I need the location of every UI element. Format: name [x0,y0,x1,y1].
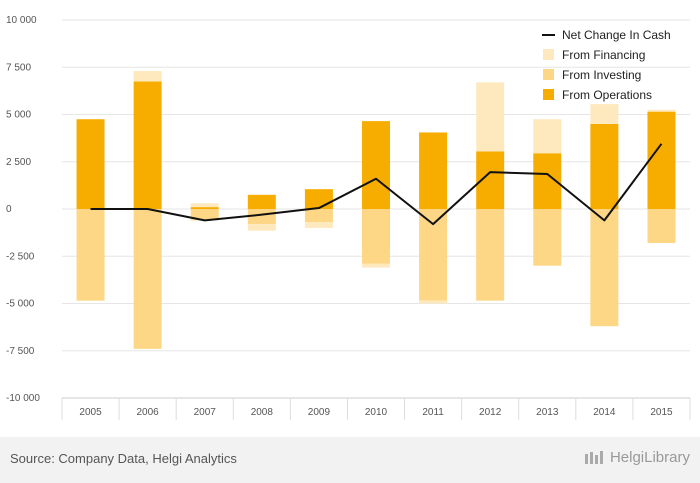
bar-from-investing[interactable] [247,209,276,225]
bar-from-financing[interactable] [247,224,276,231]
net-change-line[interactable] [90,143,663,226]
legend-label-from-financing[interactable]: From Financing [562,48,645,62]
bar-from-investing[interactable] [76,209,105,301]
y-tick-label: -10 000 [6,393,40,404]
bar-from-operations[interactable] [362,121,390,209]
x-tick-label: 2009 [308,407,331,418]
legend-label-from-operations[interactable]: From Operations [562,88,652,102]
bar-from-financing[interactable] [419,300,448,304]
bar-from-financing[interactable] [362,263,390,268]
bar-from-investing[interactable] [533,209,562,266]
bar-from-operations[interactable] [419,132,448,209]
x-tick-label: 2015 [650,407,673,418]
x-tick-label: 2006 [137,407,160,418]
legend-label-net-change-in-cash[interactable]: Net Change In Cash [562,28,671,42]
x-axis: 2005 2006 2007 2008 2009 2010 2011 2012 2013 2014… [61,397,691,420]
bar-from-investing[interactable] [419,209,448,301]
legend-swatch-from-investing[interactable] [543,69,554,80]
source-text: Source: Company Data, Helgi Analytics [10,451,237,466]
y-tick-label: -5 000 [6,299,35,310]
bar-from-operations[interactable] [247,194,276,209]
y-tick-label: 10 000 [6,15,37,26]
net-change-line-layer [90,143,663,226]
bar-from-investing[interactable] [647,209,676,244]
library-icon [584,451,603,464]
bars [76,71,676,349]
legend-swatch-from-financing[interactable] [543,49,554,60]
footer: Source: Company Data, Helgi Analytics He… [0,437,700,483]
x-tick-label: 2014 [593,407,616,418]
x-tick-label: 2007 [194,407,217,418]
bar-from-financing[interactable] [533,119,562,154]
x-tick-label: 2011 [422,407,444,418]
bar-from-investing[interactable] [590,209,619,327]
bar-from-investing[interactable] [362,209,390,264]
chart: 10 000 7 500 5 000 2 500 0 -2 500 -5 000 -7 500… [6,15,691,420]
bar-from-operations[interactable] [190,207,219,209]
bar-from-investing[interactable] [304,209,333,223]
y-tick-label: 0 [6,204,12,215]
bar-from-financing[interactable] [304,222,333,228]
bar-from-financing[interactable] [647,109,676,112]
x-tick-label: 2013 [536,407,559,418]
legend-label-from-investing[interactable]: From Investing [562,68,641,82]
bar-from-operations[interactable] [647,111,676,209]
x-tick-label: 2005 [79,407,102,418]
bar-from-financing[interactable] [190,203,219,208]
x-tick-label: 2008 [251,407,274,418]
y-tick-label: 5 000 [6,110,31,121]
brand-text: HelgiLibrary [609,449,690,466]
legend-swatch-from-operations[interactable] [543,89,554,100]
x-tick-label: 2012 [479,407,502,418]
y-tick-label: -7 500 [6,346,35,357]
bar-from-investing[interactable] [476,209,505,301]
x-tick-label: 2010 [365,407,388,418]
y-tick-label: 7 500 [6,62,31,73]
brand-logo[interactable]: HelgiLibrary [584,449,690,466]
bar-from-operations[interactable] [133,81,162,209]
y-tick-label: -2 500 [6,251,35,262]
legend: Net Change In Cash From Financing From Inv… [542,28,671,102]
bar-from-financing[interactable] [590,104,619,124]
bar-from-operations[interactable] [304,189,333,209]
bar-from-financing[interactable] [476,82,505,152]
bar-from-investing[interactable] [190,209,219,221]
y-axis: 10 000 7 500 5 000 2 500 0 -2 500 -5 000 -7 500… [6,15,40,404]
bar-from-financing[interactable] [133,71,162,82]
y-tick-label: 2 500 [6,157,31,168]
bar-from-operations[interactable] [590,123,619,209]
bar-from-operations[interactable] [76,119,105,209]
bar-from-investing[interactable] [133,209,162,349]
